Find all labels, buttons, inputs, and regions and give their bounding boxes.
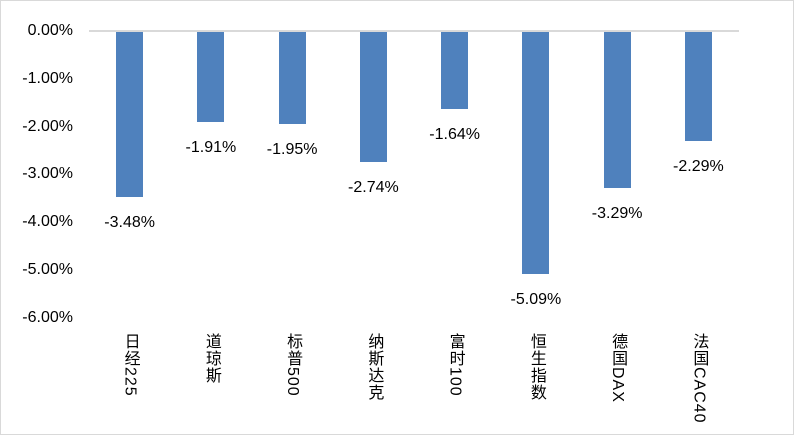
- category-label: 法国CAC40: [690, 333, 708, 424]
- bar-日经225: [116, 32, 144, 198]
- y-axis-tick-label: -6.00%: [22, 308, 73, 326]
- bar-value-label: -3.29%: [591, 205, 643, 223]
- category-label: 富时100: [446, 333, 464, 397]
- category-label: 道琼斯: [202, 333, 220, 384]
- bar-value-label: -5.09%: [510, 291, 562, 309]
- category-label: 纳斯达克: [365, 333, 383, 401]
- y-axis-tick-label: -2.00%: [22, 117, 73, 135]
- bar-value-label: -3.48%: [104, 214, 155, 232]
- bar-德国DAX: [603, 32, 631, 189]
- bar-value-label: -2.29%: [673, 157, 724, 175]
- y-axis-tick-label: -5.00%: [22, 261, 73, 279]
- y-axis-tick-label: -3.00%: [22, 165, 73, 183]
- y-axis-tick-label: 0.00%: [27, 22, 73, 39]
- category-label: 日经225: [121, 333, 139, 397]
- y-axis-tick-label: -4.00%: [22, 213, 73, 231]
- bar-value-label: -1.95%: [266, 141, 318, 159]
- bar-法国CAC40: [684, 32, 712, 141]
- category-label: 恒生指数: [527, 333, 545, 401]
- bar-纳斯达克: [359, 32, 387, 163]
- category-label: 标普500: [284, 333, 302, 397]
- bar-富时100: [441, 32, 469, 110]
- category-label: 德国DAX: [609, 333, 627, 403]
- bar-value-label: -1.91%: [185, 139, 237, 157]
- bar-value-label: -2.74%: [348, 179, 399, 197]
- bar-恒生指数: [522, 32, 550, 275]
- y-axis-tick-label: -1.00%: [22, 69, 73, 87]
- bar-value-label: -1.64%: [429, 126, 480, 144]
- zero-axis-line: [89, 30, 739, 32]
- bar-道琼斯: [197, 32, 225, 123]
- bar-标普500: [278, 32, 306, 125]
